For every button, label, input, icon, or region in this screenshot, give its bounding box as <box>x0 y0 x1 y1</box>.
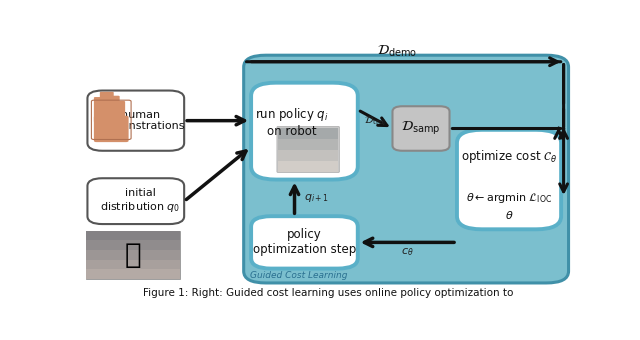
Bar <box>278 128 338 139</box>
FancyBboxPatch shape <box>277 126 339 172</box>
Text: initial
distribution $q_0$: initial distribution $q_0$ <box>100 188 181 214</box>
Text: $\theta \leftarrow \mathrm{argmin}\;\mathcal{L}_{\mathrm{IOC}}$: $\theta \leftarrow \mathrm{argmin}\;\mat… <box>466 191 552 205</box>
Bar <box>86 269 180 279</box>
Text: run policy $q_i$
on robot: run policy $q_i$ on robot <box>255 106 328 138</box>
FancyBboxPatch shape <box>117 101 125 122</box>
Bar <box>278 161 338 172</box>
Bar <box>86 240 180 250</box>
Text: 🤖: 🤖 <box>125 241 141 269</box>
FancyBboxPatch shape <box>106 92 114 122</box>
FancyBboxPatch shape <box>112 96 120 122</box>
FancyBboxPatch shape <box>86 231 180 279</box>
FancyBboxPatch shape <box>457 130 561 229</box>
FancyBboxPatch shape <box>251 216 358 269</box>
Text: $\mathcal{D}_{\mathrm{traj}}$: $\mathcal{D}_{\mathrm{traj}}$ <box>364 115 386 128</box>
Text: $\theta$: $\theta$ <box>505 209 513 221</box>
FancyBboxPatch shape <box>94 97 102 122</box>
FancyBboxPatch shape <box>251 83 358 180</box>
Text: optimize cost $\mathcal{C}_{\theta}$: optimize cost $\mathcal{C}_{\theta}$ <box>461 148 557 165</box>
Text: $\mathcal{D}_{\mathrm{demo}}$: $\mathcal{D}_{\mathrm{demo}}$ <box>378 43 417 58</box>
FancyBboxPatch shape <box>244 55 568 283</box>
FancyBboxPatch shape <box>88 178 184 224</box>
Text: $\mathcal{D}_{\mathrm{samp}}$: $\mathcal{D}_{\mathrm{samp}}$ <box>401 120 441 137</box>
Text: $c_{\theta}$: $c_{\theta}$ <box>401 246 413 258</box>
Bar <box>86 231 180 240</box>
FancyBboxPatch shape <box>392 106 449 151</box>
Text: Figure 1: Right: Guided cost learning uses online policy optimization to: Figure 1: Right: Guided cost learning us… <box>143 288 513 298</box>
FancyBboxPatch shape <box>100 92 108 122</box>
Text: Guided Cost Learning: Guided Cost Learning <box>250 271 347 280</box>
Text: human
demonstrations: human demonstrations <box>97 110 184 132</box>
FancyBboxPatch shape <box>94 116 129 142</box>
Bar <box>86 250 180 260</box>
Bar <box>86 260 180 269</box>
Text: $q_{i+1}$: $q_{i+1}$ <box>305 192 330 204</box>
Bar <box>278 150 338 161</box>
Bar <box>278 139 338 150</box>
Text: policy
optimization step: policy optimization step <box>253 228 356 256</box>
FancyBboxPatch shape <box>88 90 184 151</box>
